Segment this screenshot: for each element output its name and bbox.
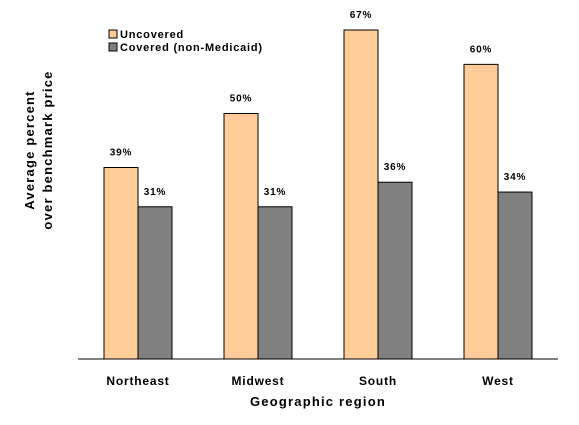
category-label: Midwest: [232, 374, 285, 388]
bar-south-uncovered: [343, 29, 379, 360]
value-labels: 39% 31% 50% 31% 67% 36% 60% 34%: [110, 10, 526, 198]
legend-label: Uncovered: [120, 29, 184, 41]
y-axis-title-line: over benchmark price: [40, 70, 55, 229]
bar-midwest-covered: [257, 206, 293, 360]
legend-label: Covered (non-Medicaid): [120, 42, 263, 54]
value-label: 39%: [110, 147, 132, 158]
value-label: 34%: [504, 172, 526, 183]
bar-south-covered: [377, 181, 413, 360]
bar-west-uncovered: [463, 63, 499, 360]
value-label: 50%: [230, 93, 252, 104]
bar-northeast-uncovered: [103, 166, 139, 360]
bars: [103, 29, 533, 360]
value-label: 60%: [470, 44, 492, 55]
bar-northeast-covered: [137, 206, 173, 360]
legend-swatch: [108, 29, 118, 39]
legend-swatch: [108, 42, 118, 52]
category-label: West: [482, 374, 514, 388]
bar-midwest-uncovered: [223, 112, 259, 360]
value-label: 31%: [264, 187, 286, 198]
y-axis-title: Average percent over benchmark price: [22, 70, 55, 229]
category-labels: Northeast Midwest South West: [106, 374, 513, 388]
value-label: 67%: [350, 10, 372, 21]
category-label: Northeast: [106, 374, 169, 388]
category-label: South: [359, 374, 397, 388]
y-axis-title-line: Average percent: [22, 90, 37, 209]
value-label: 31%: [144, 187, 166, 198]
bar-west-covered: [497, 191, 533, 360]
x-axis-title: Geographic region: [250, 394, 386, 409]
value-label: 36%: [384, 162, 406, 173]
